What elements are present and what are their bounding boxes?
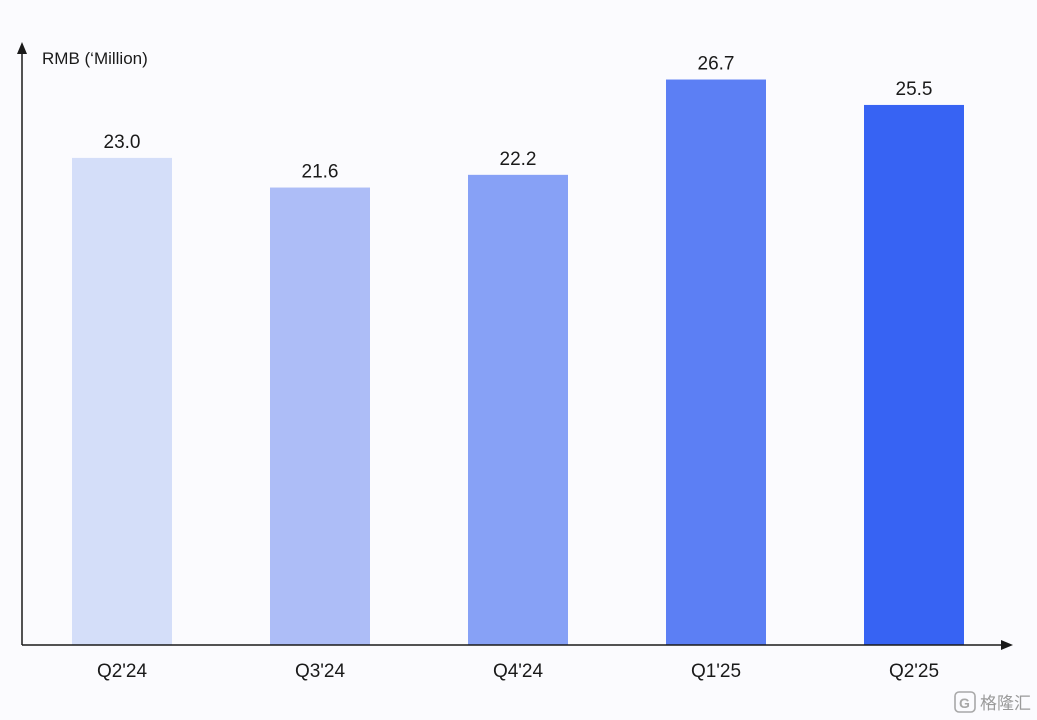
value-label-1: 21.6 [302, 162, 339, 183]
bar-1 [270, 187, 370, 646]
x-tick-label-0: Q2'24 [97, 661, 148, 682]
bar-2 [468, 174, 568, 646]
bars [72, 79, 964, 646]
x-tick-label-4: Q2'25 [889, 661, 939, 682]
value-labels: 23.0 21.6 22.2 26.7 25.5 [104, 54, 933, 183]
g-logo-glyph: G [959, 695, 970, 711]
value-label-2: 22.2 [500, 149, 537, 170]
y-axis-arrow-icon [17, 42, 27, 54]
y-axis-label: RMB (‘Million) [42, 49, 148, 68]
x-axis-arrow-icon [1001, 640, 1013, 650]
value-label-0: 23.0 [104, 132, 141, 153]
x-tick-labels: Q2'24 Q3'24 Q4'24 Q1'25 Q2'25 [97, 661, 939, 682]
bar-4 [864, 104, 964, 646]
bar-3 [666, 79, 766, 645]
bar-0 [72, 157, 172, 645]
watermark-text: 格隆汇 [980, 694, 1031, 713]
x-tick-label-2: Q4'24 [493, 661, 544, 682]
value-label-4: 25.5 [896, 79, 933, 100]
g-logo-icon [954, 691, 976, 713]
value-label-3: 26.7 [698, 54, 735, 75]
x-tick-label-3: Q1'25 [691, 661, 741, 682]
x-tick-label-1: Q3'24 [295, 661, 346, 682]
watermark: G 格隆汇 [954, 691, 1031, 713]
